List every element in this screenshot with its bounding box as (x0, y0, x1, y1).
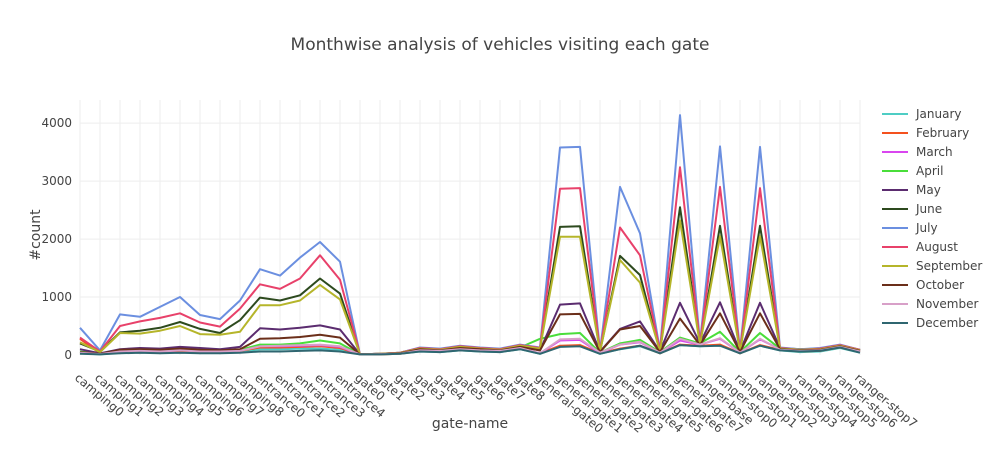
y-axis-title: #count (28, 209, 44, 261)
legend-label: August (916, 240, 958, 254)
x-axis-title: gate-name (432, 416, 508, 432)
series-line-july (79, 114, 861, 356)
legend-label: December (916, 316, 978, 330)
legend[interactable]: January February March April May June July Augu… (882, 107, 982, 330)
legend-label: March (916, 145, 953, 159)
series-layer (79, 114, 861, 356)
y-axis-ticks: 0 1000 2000 3000 4000 (41, 116, 72, 362)
y-tick-label: 4000 (41, 116, 72, 130)
legend-item-may[interactable]: May (882, 183, 941, 197)
legend-item-december[interactable]: December (882, 316, 978, 330)
legend-label: October (916, 278, 964, 292)
legend-label: January (915, 107, 962, 121)
y-tick-label: 0 (64, 348, 72, 362)
series-line-august (79, 166, 861, 356)
legend-label: July (915, 221, 938, 235)
legend-item-september[interactable]: September (882, 259, 982, 273)
legend-item-january[interactable]: January (882, 107, 962, 121)
legend-item-february[interactable]: February (882, 126, 969, 140)
chart-title: Monthwise analysis of vehicles visiting … (291, 35, 710, 55)
legend-item-october[interactable]: October (882, 278, 964, 292)
legend-item-november[interactable]: November (882, 297, 978, 311)
y-tick-label: 1000 (41, 290, 72, 304)
series-line-december (79, 344, 861, 356)
y-tick-label: 3000 (41, 174, 72, 188)
legend-label: May (916, 183, 941, 197)
legend-item-august[interactable]: August (882, 240, 958, 254)
legend-item-july[interactable]: July (882, 221, 938, 235)
y-tick-label: 2000 (41, 232, 72, 246)
legend-item-june[interactable]: June (882, 202, 942, 216)
legend-label: April (916, 164, 943, 178)
legend-label: September (916, 259, 982, 273)
series-line-october (79, 312, 861, 356)
series-line-september (79, 219, 861, 356)
series-line-november (79, 337, 861, 356)
x-axis-ticks: camping0camping1camping2camping3camping4… (72, 371, 920, 436)
legend-label: June (915, 202, 942, 216)
legend-item-march[interactable]: March (882, 145, 953, 159)
legend-item-april[interactable]: April (882, 164, 943, 178)
legend-label: February (916, 126, 969, 140)
legend-label: November (916, 297, 978, 311)
